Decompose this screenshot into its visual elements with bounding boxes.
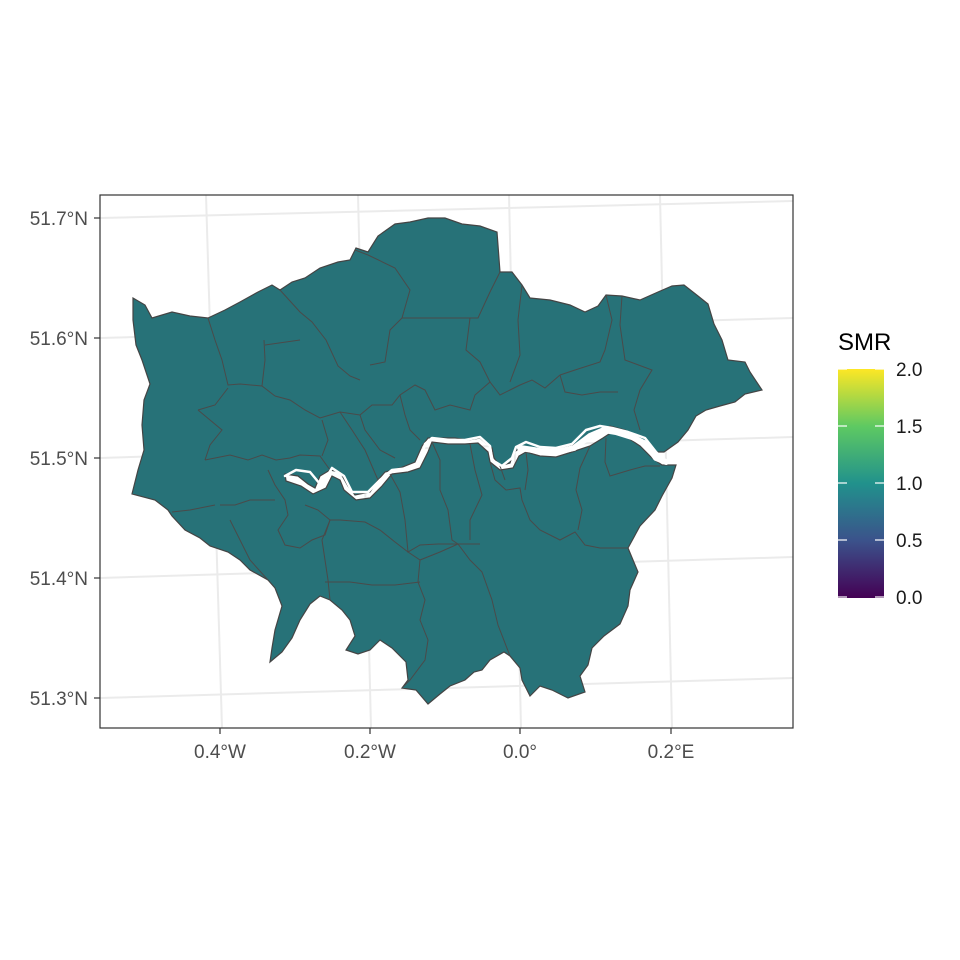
x-tick-label: 0.2°W: [344, 742, 396, 763]
legend-label: 2.0: [896, 360, 922, 381]
legend-title: SMR: [838, 329, 891, 356]
river-thames-estuary: [517, 427, 669, 465]
y-tick-label: 51.6°N: [30, 329, 88, 350]
london-boroughs-map: [131, 217, 763, 705]
y-tick-label: 51.4°N: [30, 569, 88, 590]
x-tick-label: 0.0°: [503, 742, 537, 763]
y-tick-label: 51.7°N: [30, 209, 88, 230]
legend: SMR 2.0 1.5 1.0 0.5 0.0: [838, 329, 922, 609]
x-axis-ticks: [219, 728, 672, 734]
x-tick-label: 0.2°E: [648, 742, 695, 763]
legend-label: 0.5: [896, 531, 922, 552]
borough-boundaries: [171, 249, 660, 689]
y-tick-label: 51.3°N: [30, 689, 88, 710]
legend-ticks: [838, 368, 884, 598]
legend-label: 0.0: [896, 588, 922, 609]
legend-label: 1.0: [896, 474, 922, 495]
x-axis-labels: 0.4°W 0.2°W 0.0° 0.2°E: [194, 742, 694, 763]
y-tick-label: 51.5°N: [30, 449, 88, 470]
panel-border: [99, 194, 794, 729]
x-tick-label: 0.4°W: [194, 742, 246, 763]
graticule-lat-51-7: [100, 200, 793, 219]
legend-label: 1.5: [896, 417, 922, 438]
river-thames: [283, 424, 666, 494]
y-axis-ticks: [94, 217, 100, 699]
y-axis-labels: 51.7°N 51.6°N 51.5°N 51.4°N 51.3°N: [30, 209, 88, 710]
